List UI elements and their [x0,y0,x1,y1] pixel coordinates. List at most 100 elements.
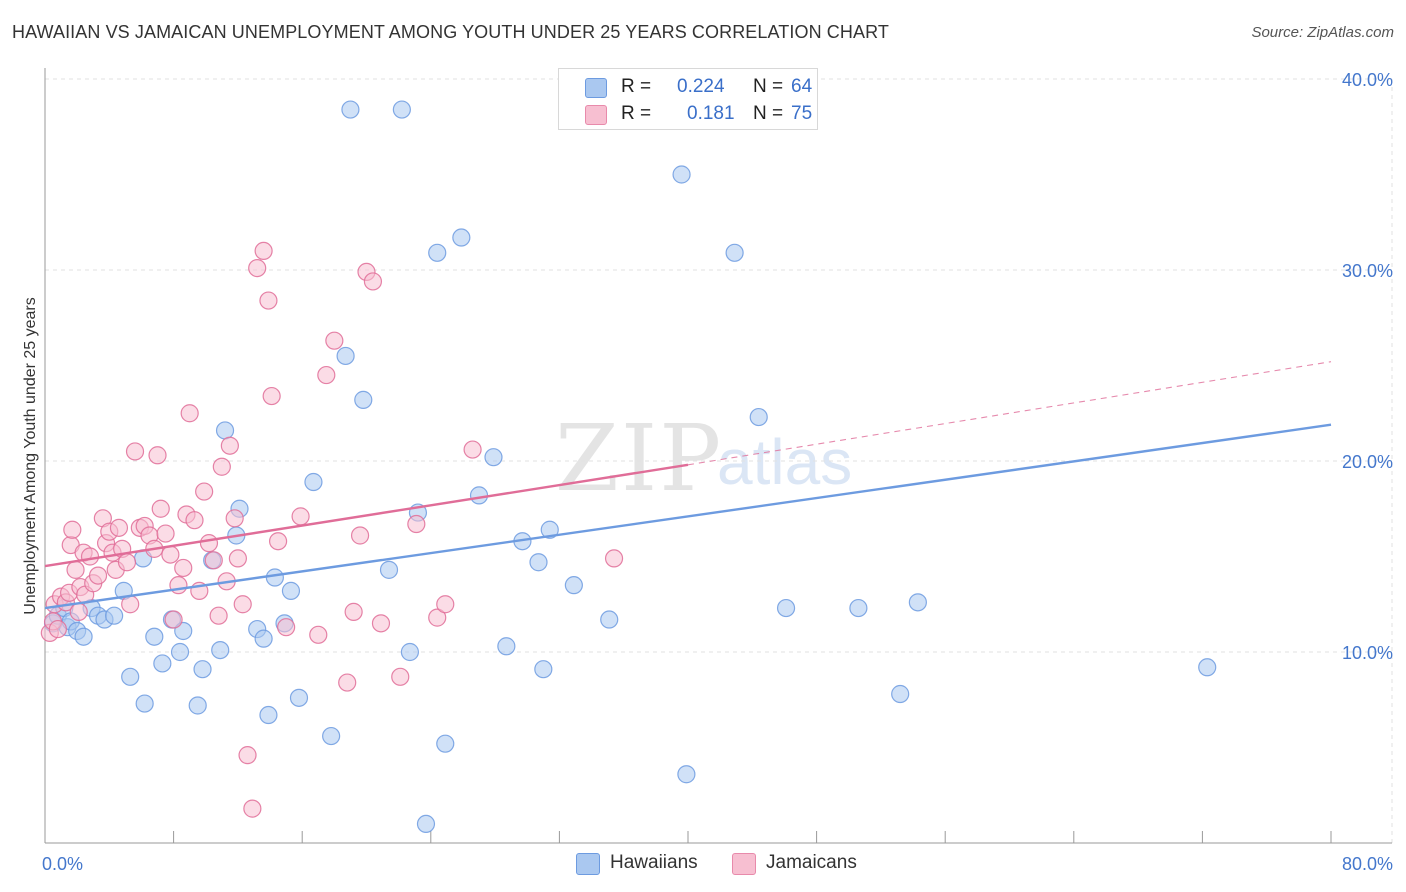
point-hawaiians [254,629,273,648]
legend-label-jamaicans: Jamaicans [766,852,857,873]
point-jamaicans [338,673,357,692]
point-hawaiians [74,627,93,646]
point-jamaicans [174,558,193,578]
point-jamaicans [407,514,426,534]
point-hawaiians [891,684,910,704]
y-tick-label: 20.0% [1342,452,1393,472]
point-hawaiians [428,243,447,262]
point-jamaicans [180,404,199,423]
n-label: N = [753,103,784,124]
point-hawaiians [170,642,190,662]
point-jamaicans [156,524,175,543]
y-tick-label: 30.0% [1342,261,1393,281]
point-hawaiians [322,726,341,746]
point-jamaicans [204,551,223,570]
series-legend: Hawaiians Jamaicans [0,852,1406,878]
point-hawaiians [600,610,619,629]
point-jamaicans [371,614,391,633]
stats-legend: R = 0.224 N = 64 R = 0.181 N = 75 [558,68,818,130]
trend-extension-jamaicans [687,361,1332,466]
point-jamaicans [125,442,145,461]
source-label: Source: ZipAtlas.com [1251,24,1394,41]
trend-line-hawaiians [44,423,1332,610]
point-jamaicans [238,746,257,765]
point-jamaicans [80,547,100,566]
jamaicans-swatch [732,853,756,875]
point-hawaiians [677,765,696,784]
point-jamaicans [109,518,129,537]
point-jamaicans [428,608,447,627]
point-jamaicans [121,595,140,614]
point-hawaiians [188,696,207,715]
hawaiians-swatch [585,78,607,98]
point-jamaicans [228,549,247,568]
point-jamaicans [220,436,239,455]
point-hawaiians [379,560,399,579]
n-value: 75 [791,103,813,124]
point-hawaiians [484,448,503,467]
x-tick-label-max: 80.0% [1342,854,1393,874]
point-hawaiians [400,642,420,662]
point-jamaicans [604,549,624,568]
point-hawaiians [540,520,559,539]
point-hawaiians [281,581,301,600]
x-tick-label-min: 0.0% [42,854,83,874]
point-jamaicans [344,602,363,621]
hawaiians-swatch [576,853,600,875]
point-jamaicans [212,457,231,476]
trend-line-jamaicans [44,463,689,568]
point-jamaicans [66,560,85,579]
point-hawaiians [529,553,548,572]
point-hawaiians [436,734,455,753]
point-jamaicans [151,499,170,518]
point-jamaicans [117,553,137,572]
point-jamaicans [185,511,204,530]
point-jamaicans [88,566,108,585]
point-jamaicans [254,241,273,260]
point-hawaiians [776,598,796,618]
point-hawaiians [416,814,436,834]
point-hawaiians [135,694,154,713]
n-label: N = [753,76,784,97]
point-jamaicans [291,507,310,526]
point-hawaiians [672,165,691,184]
point-hawaiians [289,688,309,707]
point-jamaicans [309,625,328,644]
point-jamaicans [259,291,278,310]
legend-label-hawaiians: Hawaiians [610,852,698,873]
point-hawaiians [153,654,172,673]
point-hawaiians [193,660,212,679]
point-hawaiians [908,593,927,612]
point-jamaicans [233,595,252,614]
point-hawaiians [354,390,373,409]
point-hawaiians [725,243,744,262]
point-hawaiians [341,100,360,119]
point-jamaicans [325,331,344,350]
jamaicans-swatch [585,105,607,125]
point-jamaicans [317,365,336,385]
point-hawaiians [749,407,768,427]
point-hawaiians [121,667,140,686]
point-hawaiians [105,606,124,625]
watermark-zip: ZIP [555,405,724,512]
point-hawaiians [304,472,323,492]
point-jamaicans [48,619,67,639]
point-jamaicans [277,618,296,637]
point-jamaicans [225,509,244,528]
point-jamaicans [199,534,219,553]
point-hawaiians [1198,658,1217,677]
y-tick-label: 40.0% [1342,70,1393,90]
point-jamaicans [350,526,370,545]
point-hawaiians [849,598,868,618]
point-hawaiians [215,421,235,440]
r-label: R = [621,76,652,97]
point-jamaicans [69,602,88,621]
point-jamaicans [391,667,410,686]
chart-title: HAWAIIAN VS JAMAICAN UNEMPLOYMENT AMONG … [12,22,889,42]
point-hawaiians [497,637,516,656]
point-hawaiians [534,660,553,679]
point-hawaiians [211,640,230,660]
point-jamaicans [243,799,262,818]
r-value: 0.224 [677,76,725,97]
